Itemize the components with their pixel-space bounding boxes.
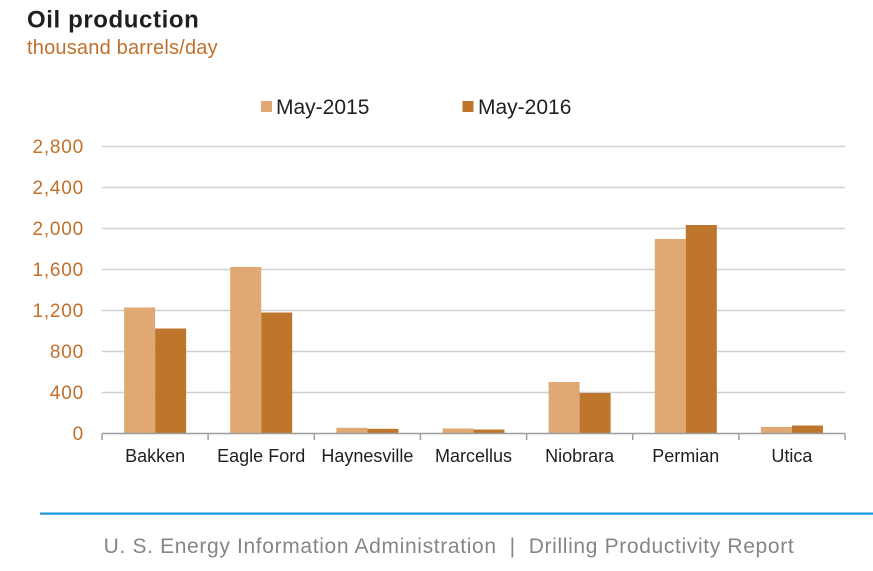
svg-text:Permian: Permian (652, 446, 719, 466)
svg-text:1,200: 1,200 (32, 301, 84, 322)
svg-text:Utica: Utica (771, 446, 813, 466)
svg-text:1,600: 1,600 (32, 260, 84, 281)
svg-text:Haynesville: Haynesville (321, 446, 413, 466)
svg-text:2,400: 2,400 (32, 178, 84, 199)
svg-text:800: 800 (50, 342, 84, 363)
svg-text:Niobrara: Niobrara (545, 446, 615, 466)
svg-text:2,800: 2,800 (32, 137, 84, 158)
svg-text:400: 400 (50, 383, 84, 404)
svg-text:May-2016: May-2016 (478, 96, 571, 119)
svg-text:U. S. Energy Information Admin: U. S. Energy Information Administration … (104, 535, 795, 558)
svg-text:Marcellus: Marcellus (435, 446, 512, 466)
svg-text:2,000: 2,000 (32, 219, 84, 240)
svg-text:Oil production: Oil production (27, 6, 199, 33)
svg-text:thousand barrels/day: thousand barrels/day (27, 37, 218, 59)
svg-text:May-2015: May-2015 (276, 96, 369, 119)
svg-text:Eagle Ford: Eagle Ford (217, 446, 305, 466)
svg-text:Bakken: Bakken (125, 446, 185, 466)
svg-text:0: 0 (73, 424, 84, 445)
